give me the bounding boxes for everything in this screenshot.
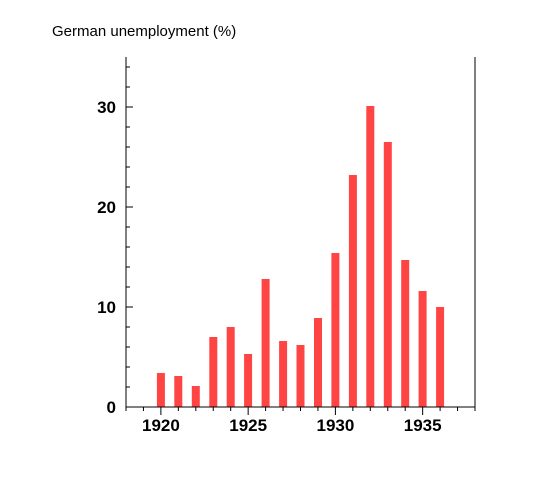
bar-1928 — [296, 345, 305, 407]
bar-1923 — [209, 337, 218, 407]
bar-1921 — [174, 376, 183, 407]
y-tick-label: 30 — [97, 98, 116, 117]
bar-1935 — [418, 291, 427, 407]
bar-1924 — [226, 327, 235, 407]
y-tick-label: 10 — [97, 298, 116, 317]
bar-1929 — [314, 318, 322, 407]
chart-title: German unemployment (%) — [52, 23, 237, 40]
y-tick-label: 20 — [97, 198, 116, 217]
bar-1936 — [436, 307, 445, 407]
x-tick-label: 1925 — [229, 416, 267, 435]
x-tick-label: 1930 — [316, 416, 354, 435]
bar-1930 — [331, 253, 340, 407]
y-tick-label: 0 — [107, 398, 116, 417]
bar-1934 — [401, 260, 410, 407]
bar-1920 — [156, 373, 165, 407]
bar-1932 — [366, 106, 375, 407]
bar-1931 — [348, 175, 357, 407]
ticks-group: 0 10 20 30 1920 1925 1930 1935 — [97, 66, 476, 435]
bar-1933 — [383, 142, 392, 407]
bar-1925 — [244, 354, 253, 407]
x-tick-label: 1920 — [142, 416, 180, 435]
bar-1927 — [279, 341, 288, 407]
bar-1922 — [191, 386, 200, 407]
bars-group — [156, 106, 445, 407]
x-tick-label: 1935 — [404, 416, 442, 435]
bar-1926 — [261, 279, 270, 407]
